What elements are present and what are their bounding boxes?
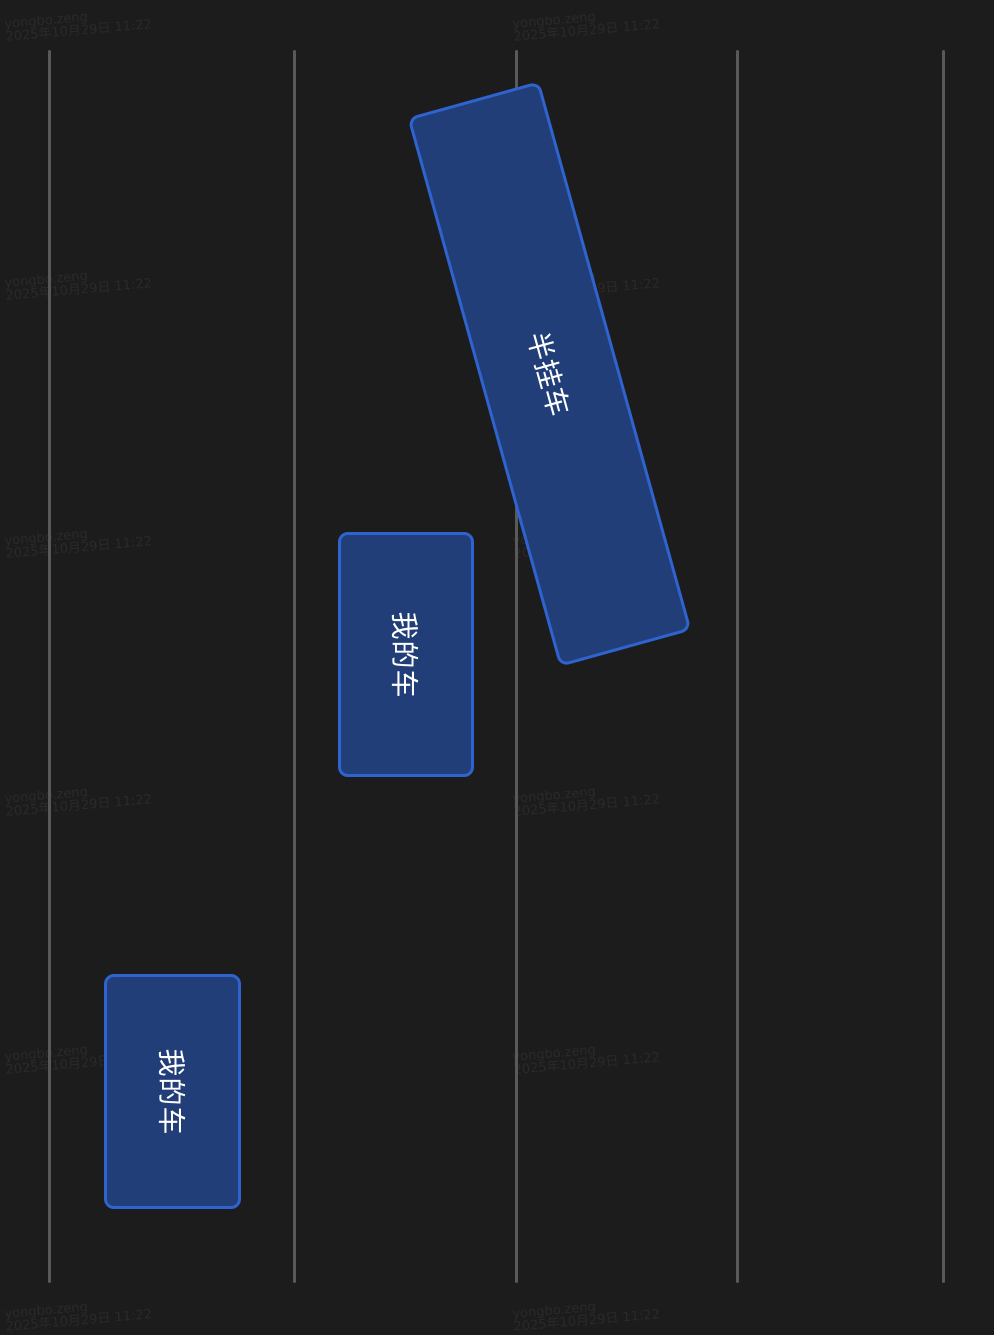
- my-car-vehicle[interactable]: 我的车: [104, 974, 241, 1209]
- vehicle-label: 我的车: [154, 1047, 188, 1136]
- lane-line: [736, 50, 739, 1283]
- lane-line: [515, 50, 518, 1283]
- my-car-vehicle[interactable]: 我的车: [338, 532, 474, 777]
- lane-line: [942, 50, 945, 1283]
- lane-line: [293, 50, 296, 1283]
- vehicle-label: 半挂车: [520, 328, 576, 421]
- lane-line: [48, 50, 51, 1283]
- vehicle-label: 我的车: [387, 610, 421, 699]
